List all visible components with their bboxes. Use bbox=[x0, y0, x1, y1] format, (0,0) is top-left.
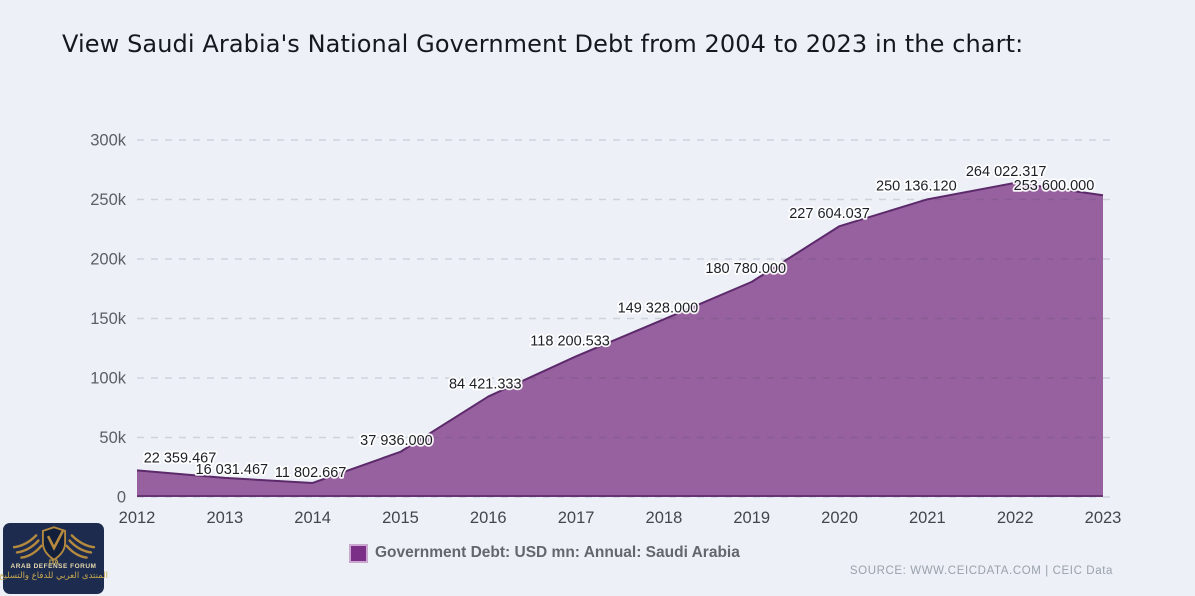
y-axis-tick-label: 0 bbox=[117, 489, 126, 507]
x-axis-tick-label: 2012 bbox=[119, 509, 156, 527]
x-axis-tick-label: 2018 bbox=[646, 509, 683, 527]
debt-line bbox=[136, 181, 1104, 484]
y-axis-tick-label: 50k bbox=[99, 429, 126, 447]
source-attribution: SOURCE: WWW.CEICDATA.COM | CEIC Data bbox=[849, 565, 1113, 577]
winged-shield-icon: DA bbox=[12, 526, 95, 565]
x-axis-tick-label: 2021 bbox=[909, 509, 946, 527]
logo-arabic-name: المنتدى العربي للدفاع والتسليح bbox=[0, 571, 109, 581]
data-point-label: 149 328.000 bbox=[618, 300, 699, 316]
legend-swatch-icon bbox=[349, 543, 368, 563]
logo-initials: DA bbox=[48, 559, 58, 565]
x-axis-tick-label: 2020 bbox=[821, 509, 858, 527]
y-axis-tick-label: 100k bbox=[90, 370, 127, 388]
y-axis-tick-label: 300k bbox=[90, 132, 127, 150]
data-point-label: 22 359.467 bbox=[144, 450, 217, 466]
x-axis-tick-label: 2015 bbox=[382, 509, 419, 527]
data-point-label: 227 604.037 bbox=[789, 206, 870, 222]
x-axis-tick-label: 2013 bbox=[206, 509, 243, 527]
x-axis-tick-label: 2023 bbox=[1085, 509, 1122, 527]
data-point-label: 180 780.000 bbox=[705, 261, 786, 277]
data-point-label: 118 200.533 bbox=[530, 333, 610, 349]
logo-name: ARAB DEFENSE FORUM bbox=[10, 563, 97, 570]
arab-defense-forum-logo: DA ARAB DEFENSE FORUM المنتدى العربي للد… bbox=[0, 523, 108, 594]
data-point-label: 84 421.333 bbox=[449, 377, 522, 393]
page-title: View Saudi Arabia's National Government … bbox=[62, 30, 1024, 58]
data-point-label: 253 600.000 bbox=[1014, 178, 1095, 194]
x-axis-tick-label: 2014 bbox=[294, 509, 331, 527]
y-axis-tick-label: 200k bbox=[90, 251, 127, 269]
x-axis-tick-label: 2019 bbox=[733, 509, 770, 527]
x-axis-tick-label: 2022 bbox=[997, 509, 1034, 527]
data-point-label: 11 802.667 bbox=[275, 465, 347, 481]
data-point-label: 16 031.467 bbox=[196, 462, 269, 478]
y-axis-tick-label: 250k bbox=[90, 191, 127, 209]
data-point-label: 264 022.317 bbox=[966, 164, 1047, 180]
data-point-label: 250 136.120 bbox=[876, 178, 957, 194]
x-axis-tick-label: 2016 bbox=[470, 509, 507, 527]
legend-label: Government Debt: USD mn: Annual: Saudi A… bbox=[375, 544, 740, 561]
y-axis-tick-label: 150k bbox=[90, 310, 127, 328]
x-axis-tick-label: 2017 bbox=[558, 509, 595, 527]
chart-legend[interactable]: Government Debt: USD mn: Annual: Saudi A… bbox=[349, 543, 740, 563]
data-point-label: 37 936.000 bbox=[360, 433, 433, 449]
debt-area-fill bbox=[137, 182, 1103, 497]
